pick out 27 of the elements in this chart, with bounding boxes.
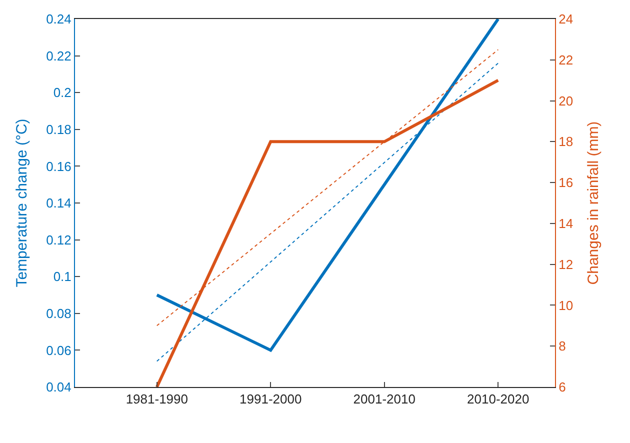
y2-tick-label: 8 bbox=[558, 338, 566, 354]
y-tick-label: 0.12 bbox=[46, 232, 72, 248]
y2-tick-label: 24 bbox=[558, 12, 574, 27]
y-tick-label: 0.06 bbox=[46, 342, 72, 358]
y-tick-label: 0.08 bbox=[46, 306, 72, 321]
y2-tick-label: 10 bbox=[558, 298, 574, 313]
y2-tick-label: 14 bbox=[558, 216, 574, 231]
y-tick-label: 0.16 bbox=[46, 158, 72, 174]
y2-tick-label: 22 bbox=[558, 52, 574, 68]
y-tick-label: 0.22 bbox=[46, 48, 72, 64]
x-tick-label: 2001-2010 bbox=[353, 392, 416, 407]
y-tick-label: 0.1 bbox=[53, 269, 72, 284]
y2-axis-title: Changes in rainfall (mm) bbox=[585, 121, 602, 285]
y-tick-label: 0.2 bbox=[53, 85, 72, 100]
y2-tick-label: 20 bbox=[558, 93, 574, 108]
y-axis-title: Temperature change (°C) bbox=[13, 118, 30, 288]
x-tick-label: 1981-1990 bbox=[126, 392, 188, 407]
y2-tick-label: 18 bbox=[558, 134, 574, 150]
y-tick-label: 0.18 bbox=[46, 122, 72, 137]
x-tick-label: 1991-2000 bbox=[240, 392, 302, 407]
y2-tick-label: 6 bbox=[558, 380, 566, 395]
y-tick-label: 0.14 bbox=[46, 196, 72, 211]
y2-tick-label: 12 bbox=[558, 256, 574, 272]
x-tick-label: 2010-2020 bbox=[467, 392, 530, 407]
y2-tick-label: 16 bbox=[558, 175, 574, 190]
y-tick-label: 0.24 bbox=[46, 12, 72, 27]
y-tick-label: 0.04 bbox=[46, 380, 72, 395]
